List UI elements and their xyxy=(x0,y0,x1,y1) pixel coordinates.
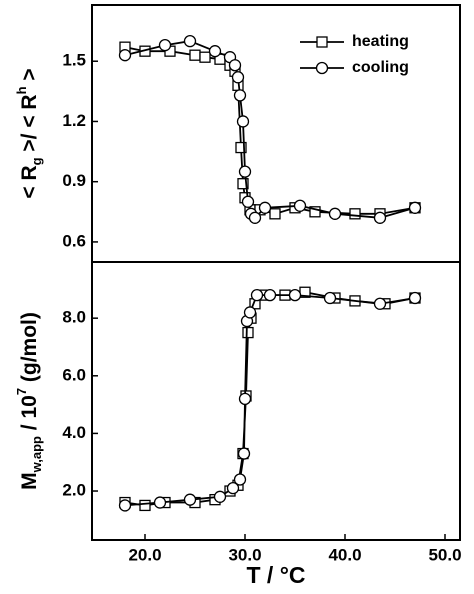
x-tick-label: 40.0 xyxy=(328,545,361,564)
y-axis-label-part: g xyxy=(29,157,44,165)
y-axis-label-part: > xyxy=(18,68,41,86)
circle-marker xyxy=(293,199,307,212)
y-axis-label-part: 7 xyxy=(14,388,29,395)
y-tick-label: 6.0 xyxy=(62,365,86,384)
circle-marker xyxy=(233,89,247,102)
circle-marker xyxy=(208,45,222,58)
series-line xyxy=(124,291,416,507)
circle-marker xyxy=(250,288,264,302)
circle-marker xyxy=(118,499,132,512)
circle-marker xyxy=(233,473,247,486)
square-marker xyxy=(189,49,201,61)
square-marker xyxy=(199,51,211,63)
y-axis-label-part: w,app xyxy=(29,436,44,473)
circle-marker xyxy=(288,288,302,302)
y-axis-label-part: M xyxy=(18,472,41,490)
circle-marker xyxy=(248,211,262,224)
y-axis-label-part: h xyxy=(14,86,29,94)
square-marker xyxy=(309,206,321,218)
circle-marker xyxy=(241,195,255,208)
circle-marker xyxy=(228,59,242,72)
y-tick-label: 0.9 xyxy=(62,171,86,190)
y-tick-label: 4.0 xyxy=(62,423,86,442)
y-axis-label-part: >/ < R xyxy=(18,94,41,157)
series-line xyxy=(124,294,416,507)
square-marker xyxy=(269,208,281,220)
square-marker xyxy=(349,208,361,220)
circle-marker xyxy=(328,207,342,220)
circle-marker xyxy=(237,447,251,460)
y-axis-label-part: < R xyxy=(18,165,41,198)
y-axis-label-part: (g/mol) xyxy=(18,312,41,388)
y-tick-label: 1.2 xyxy=(62,111,86,130)
circle-marker xyxy=(238,392,252,405)
circle-marker xyxy=(373,211,387,224)
y-tick-label: 2.0 xyxy=(62,481,86,500)
y-axis-label: < Rg >/ < Rh > xyxy=(14,68,44,198)
circle-marker xyxy=(243,306,257,319)
x-tick-label: 20.0 xyxy=(128,545,161,564)
plot-frame xyxy=(91,261,461,541)
circle-marker xyxy=(183,493,197,506)
square-marker xyxy=(316,36,328,48)
circle-marker xyxy=(263,288,277,302)
y-axis-label: Mw,app / 107 (g/mol) xyxy=(14,312,44,490)
y-tick-label: 0.6 xyxy=(62,231,86,250)
circle-marker xyxy=(153,496,167,509)
circle-marker xyxy=(258,201,272,214)
circle-marker xyxy=(118,49,132,62)
circle-marker xyxy=(315,61,329,75)
square-marker xyxy=(242,326,254,339)
y-axis-label-part: / 10 xyxy=(18,395,41,436)
circle-marker xyxy=(373,297,387,310)
circle-marker xyxy=(226,481,240,495)
square-marker xyxy=(237,178,249,190)
y-tick-label: 1.5 xyxy=(62,51,86,70)
x-axis-label: T / °C xyxy=(246,562,305,588)
circle-marker xyxy=(408,201,422,214)
circle-marker xyxy=(231,71,245,84)
circle-marker xyxy=(323,291,337,305)
y-tick-label: 8.0 xyxy=(62,308,86,327)
circle-marker xyxy=(236,115,250,128)
square-marker xyxy=(139,499,151,512)
x-tick-label: 50.0 xyxy=(428,545,461,564)
x-tick-label: 30.0 xyxy=(228,545,261,564)
circle-marker xyxy=(158,39,172,52)
circle-marker xyxy=(213,490,227,503)
legend-label: cooling xyxy=(352,59,409,76)
circle-marker xyxy=(408,291,422,305)
circle-marker xyxy=(183,34,197,48)
legend-label: heating xyxy=(352,33,409,50)
square-marker xyxy=(235,141,247,154)
circle-marker xyxy=(238,165,252,178)
